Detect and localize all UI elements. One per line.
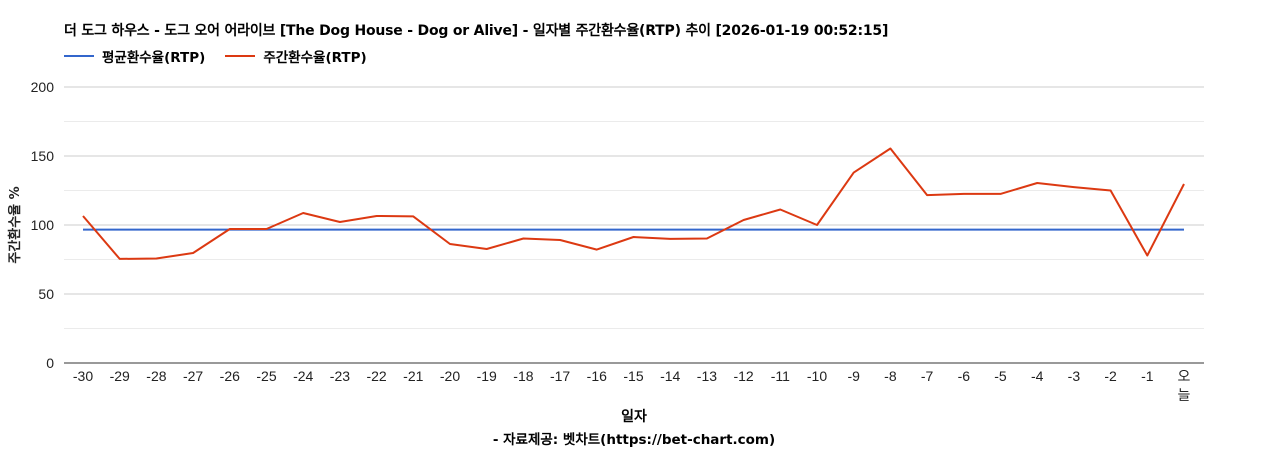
legend: 평균환수율(RTP) 주간환수율(RTP) (64, 46, 387, 66)
x-tick-label: -7 (921, 368, 934, 384)
x-tick-label: -15 (623, 368, 643, 384)
x-tick-label: -6 (958, 368, 971, 384)
x-tick-label: -2 (1104, 368, 1117, 384)
x-tick-label: -22 (366, 368, 386, 384)
x-tick-label: -11 (771, 368, 790, 384)
x-tick-label: -19 (477, 368, 497, 384)
legend-label-weekly-rtp: 주간환수율(RTP) (263, 50, 367, 66)
x-tick-label: -12 (733, 368, 753, 384)
y-axis-title: 주간환수율 % (7, 186, 23, 263)
series-lines (82, 147, 1185, 260)
legend-swatch-blue-line-icon (64, 55, 94, 57)
y-tick-label: 150 (31, 148, 55, 164)
x-tick-label: -30 (73, 368, 93, 384)
y-tick-label: 200 (31, 79, 55, 95)
gridlines (64, 86, 1204, 364)
x-tick-label: -24 (293, 368, 313, 384)
x-tick-label: -3 (1068, 368, 1081, 384)
x-tick-label: -13 (697, 368, 717, 384)
legend-item-weekly-rtp[interactable]: 주간환수율(RTP) (225, 46, 367, 66)
x-tick-label: -18 (513, 368, 533, 384)
x-tick-label: -25 (256, 368, 276, 384)
x-axis-ticks: -30 -29 -28 -27 -26 -25 -24 -23 -22 -21 -20 -19 -18 -… (73, 368, 1191, 403)
x-tick-label: -10 (807, 368, 827, 384)
x-tick-label: 오 (1178, 368, 1191, 384)
legend-swatch-red-line-icon (225, 55, 256, 57)
y-tick-label: 100 (31, 217, 55, 233)
x-tick-label: -14 (660, 368, 680, 384)
data-source-credit: - 자료제공: 벳차트(https://bet-chart.com) (492, 432, 776, 448)
x-tick-label: -28 (146, 368, 166, 384)
x-tick-label: -27 (183, 368, 203, 384)
x-tick-label: -20 (440, 368, 460, 384)
y-axis-ticks: 0 50 100 150 200 (31, 79, 55, 371)
x-tick-label: -17 (550, 368, 570, 384)
y-tick-label: 0 (46, 355, 54, 371)
x-tick-label: -16 (587, 368, 607, 384)
x-tick-label: -29 (110, 368, 130, 384)
x-tick-label: -21 (403, 368, 423, 384)
x-tick-label: -1 (1141, 368, 1154, 384)
x-tick-label: -9 (847, 368, 860, 384)
weekly-rtp-line[interactable] (82, 147, 1185, 260)
x-tick-label: -4 (1031, 368, 1044, 384)
x-tick-label: -8 (884, 368, 897, 384)
chart-title: 더 도그 하우스 - 도그 오어 어라이브 [The Dog House - D… (64, 23, 889, 39)
x-axis-title: 일자 (621, 409, 647, 425)
y-tick-label: 50 (38, 286, 54, 302)
legend-item-average-rtp[interactable]: 평균환수율(RTP) (64, 46, 205, 66)
x-tick-label: -5 (994, 368, 1007, 384)
x-tick-label: -26 (220, 368, 240, 384)
x-tick-label: -23 (330, 368, 350, 384)
line-chart: 0 50 100 150 200 -30 -29 -28 -27 -26 -25 -24 -23 -22… (7, 79, 1204, 403)
legend-label-average-rtp: 평균환수율(RTP) (102, 50, 206, 66)
x-tick-label: 늘 (1178, 387, 1191, 403)
